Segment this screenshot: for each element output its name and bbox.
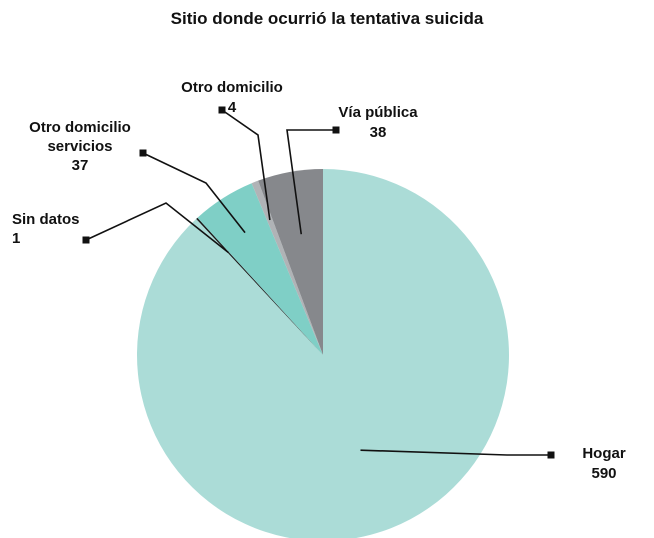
slice-label-otro-domicilio: Otro domicilio 4 xyxy=(181,79,283,116)
slice-label-otro-domicilio-servicios: Otro domicilio servicios 37 xyxy=(29,119,131,174)
slice-via-publica xyxy=(258,169,323,355)
leader-marker-otro-domicilio-servicios xyxy=(139,149,147,157)
leader-lines xyxy=(82,106,555,459)
slice-labels: Hogar 590 Sin datos 1 Otro domicilio servicio… xyxy=(12,79,626,482)
slice-otro-domicilio xyxy=(251,180,323,355)
leader-line-hogar xyxy=(360,449,551,456)
leader-line-otro-domicilio-servicios xyxy=(142,152,246,234)
slice-otro-domicilio-servicios xyxy=(197,183,323,355)
chart-title: Sitio donde ocurrió la tentativa suicida xyxy=(171,9,484,28)
leader-marker-via-publica xyxy=(332,126,340,134)
slice-hogar xyxy=(137,169,509,538)
leader-line-sin-datos xyxy=(85,202,229,254)
slice-label-via-publica: Vía pública 38 xyxy=(338,104,418,141)
leader-marker-hogar xyxy=(547,451,555,459)
leader-marker-otro-domicilio xyxy=(218,106,226,114)
leader-line-via-publica xyxy=(286,129,336,235)
leader-line-otro-domicilio xyxy=(221,109,271,221)
slice-label-hogar: Hogar 590 xyxy=(582,445,626,482)
leader-marker-sin-datos xyxy=(82,236,90,244)
slice-label-sin-datos: Sin datos 1 xyxy=(12,211,80,247)
